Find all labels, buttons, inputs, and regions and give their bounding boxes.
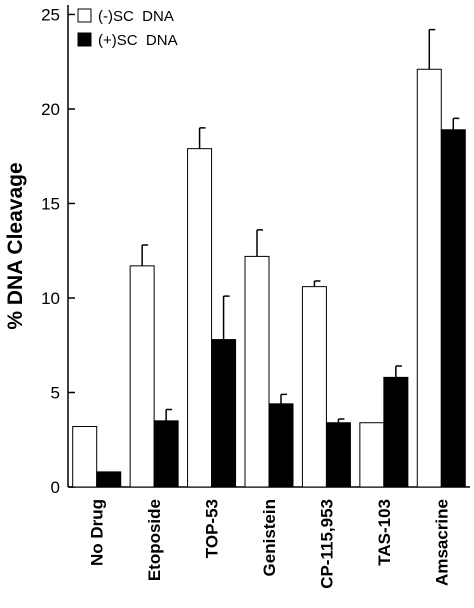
- bar: [153, 420, 179, 488]
- error-bar: [313, 280, 321, 287]
- y-tick-label: 5: [51, 383, 60, 402]
- bar: [416, 68, 442, 488]
- error-bar: [280, 393, 287, 404]
- bar: [129, 265, 155, 488]
- bar: [211, 339, 237, 488]
- error-bar: [141, 244, 149, 266]
- x-tick-label: Etoposide: [145, 499, 164, 581]
- bar: [268, 403, 294, 488]
- y-tick-label: 20: [41, 100, 60, 119]
- bar: [440, 129, 466, 488]
- bar: [96, 471, 122, 488]
- error-bar: [395, 365, 402, 378]
- y-axis-label: % DNA Cleavage: [4, 162, 27, 329]
- error-bar: [428, 28, 436, 70]
- y-tick-label: 15: [41, 194, 60, 213]
- x-tick-label: TOP-53: [203, 499, 222, 558]
- x-tick-label: No Drug: [88, 499, 107, 566]
- bar: [72, 426, 98, 488]
- bar: [325, 422, 351, 488]
- y-tick-label: 0: [51, 478, 60, 497]
- y-tick-label: 25: [41, 5, 60, 24]
- x-tick-label: Amsacrine: [432, 499, 451, 586]
- error-bar: [256, 229, 263, 257]
- error-bar: [165, 408, 173, 421]
- bar: [301, 286, 327, 488]
- bar: [244, 255, 270, 488]
- error-bar: [198, 127, 206, 149]
- x-tick-label: CP-115,953: [317, 499, 336, 589]
- bar: [383, 376, 409, 488]
- bar: [359, 422, 385, 488]
- error-bar: [222, 295, 230, 340]
- error-bar: [337, 418, 345, 423]
- y-tick-label: 10: [41, 289, 60, 308]
- legend-label: (-)SC DNA: [98, 8, 174, 25]
- legend-swatch: [77, 32, 92, 47]
- legend-label: (+)SC DNA: [98, 32, 178, 49]
- error-bar: [452, 117, 460, 130]
- x-tick-label: Genistein: [260, 499, 279, 576]
- legend-swatch: [77, 8, 92, 23]
- bar: [187, 148, 213, 488]
- x-tick-label: TAS-103: [375, 499, 394, 566]
